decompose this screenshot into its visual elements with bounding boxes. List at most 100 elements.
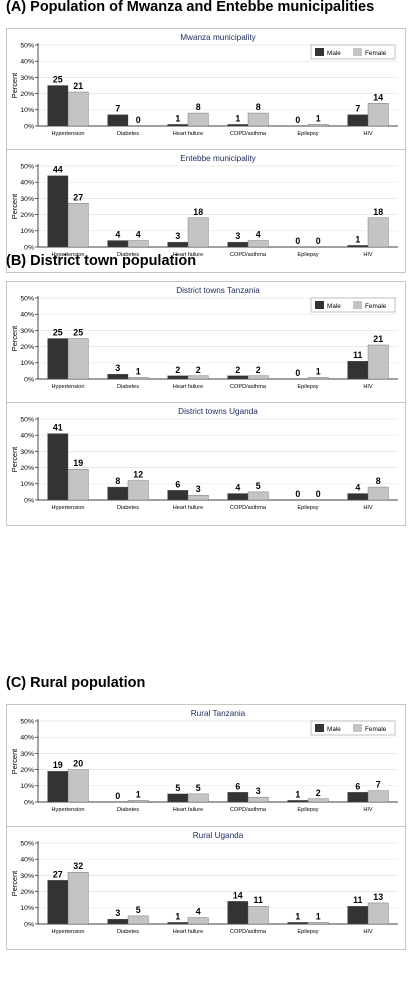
chart-district-uganda-panel: District towns Uganda 0% 10% 20% 30% 40% 50% Pe…: [6, 402, 406, 526]
data-label: 25: [53, 328, 63, 338]
bar-male-hiv: [347, 906, 369, 925]
bar-female-copd-asthma: [247, 112, 269, 127]
bar-male-copd-asthma: [227, 375, 249, 380]
chart-rural-tanzania-panel: Rural Tanzania 0% 10% 20% 30% 40% 50% Percent 19…: [6, 704, 406, 828]
chart-title: Entebbe municipality: [180, 154, 256, 163]
data-label: 3: [115, 363, 120, 373]
chart-title: Mwanza municipality: [180, 33, 256, 42]
chart-rural-uganda: Rural Uganda 0% 10% 20% 30% 40% 50% Percent 27 32…: [6, 826, 406, 950]
y-tick-label: 0%: [24, 123, 34, 130]
x-tick-label: Epilepsy: [297, 807, 318, 813]
data-label: 25: [73, 328, 83, 338]
data-label: 12: [133, 470, 143, 480]
data-label: 14: [373, 92, 383, 102]
bar-female-hypertension: [67, 769, 89, 803]
bar-male-heart-failure: [167, 241, 189, 248]
bar-male-heart-failure: [167, 375, 189, 380]
y-tick-label: 50%: [20, 163, 34, 170]
data-label: 3: [196, 484, 201, 494]
data-label: 1: [316, 911, 321, 921]
bar-male-hypertension: [47, 175, 69, 248]
data-label: 6: [355, 781, 360, 791]
data-label: 32: [73, 861, 83, 871]
bar-female-copd-asthma: [247, 375, 269, 380]
y-tick-label: 0%: [24, 799, 34, 806]
legend-swatch-male: [315, 48, 324, 56]
bar-male-hiv: [347, 245, 369, 248]
data-label: 2: [175, 365, 180, 375]
bar-male-hypertension: [47, 880, 69, 925]
y-tick-label: 50%: [20, 840, 34, 847]
data-label: 11: [353, 350, 362, 360]
data-label: 11: [254, 895, 263, 905]
data-label: 1: [136, 366, 141, 376]
y-tick-label: 30%: [20, 196, 34, 203]
data-label: 1: [235, 113, 240, 123]
x-tick-label: Heart failure: [173, 131, 203, 137]
bar-female-hiv: [367, 344, 389, 380]
y-tick-label: 40%: [20, 735, 34, 742]
y-tick-label: 10%: [20, 228, 34, 235]
x-tick-label: COPD/asthma: [230, 131, 267, 137]
data-label: 20: [73, 759, 83, 769]
x-tick-label: Diabetes: [117, 807, 139, 813]
y-tick-label: 0%: [24, 376, 34, 383]
bar-male-epilepsy: [287, 922, 309, 925]
section-title-b: (B) District town population: [6, 253, 197, 269]
x-tick-label: Diabetes: [117, 131, 139, 137]
legend-swatch-male: [315, 301, 324, 309]
x-tick-label: COPD/asthma: [230, 252, 267, 258]
x-tick-label: HIV: [363, 505, 373, 511]
bar-female-diabetes: [127, 800, 149, 803]
y-tick-label: 20%: [20, 344, 34, 351]
chart-entebbe-panel: Entebbe municipality 0% 10% 20% 30% 40% 50% Per…: [6, 149, 406, 273]
chart-district-tanzania: District towns Tanzania 0% 10% 20% 30% 40% 50%…: [6, 281, 406, 405]
y-tick-label: 30%: [20, 449, 34, 456]
data-label: 0: [316, 489, 321, 499]
bar-male-diabetes: [107, 373, 129, 380]
bar-female-heart-failure: [187, 793, 209, 803]
chart-entebbe: Entebbe municipality 0% 10% 20% 30% 40% 50% Per…: [6, 149, 406, 273]
data-label: 6: [175, 479, 180, 489]
bar-female-epilepsy: [307, 922, 329, 925]
y-tick-label: 20%: [20, 465, 34, 472]
bar-male-copd-asthma: [227, 792, 249, 803]
y-tick-label: 40%: [20, 433, 34, 440]
x-tick-label: Heart failure: [173, 505, 203, 511]
bar-female-hiv: [367, 902, 389, 925]
x-tick-label: Hypertension: [52, 807, 85, 813]
y-tick-label: 40%: [20, 59, 34, 66]
legend-label-male: Male: [327, 726, 341, 733]
data-label: 3: [175, 231, 180, 241]
data-label: 1: [136, 789, 141, 799]
bar-female-copd-asthma: [247, 796, 269, 803]
bar-female-epilepsy: [307, 377, 329, 380]
bar-female-copd-asthma: [247, 240, 269, 248]
chart-mwanza: Mwanza municipality 0% 10% 20% 30% 40% 50% Perc…: [6, 28, 406, 152]
x-tick-label: COPD/asthma: [230, 929, 267, 935]
chart-district-uganda: District towns Uganda 0% 10% 20% 30% 40% 50% Pe…: [6, 402, 406, 526]
data-label: 6: [235, 781, 240, 791]
data-label: 3: [235, 231, 240, 241]
chart-rural-uganda-panel: Rural Uganda 0% 10% 20% 30% 40% 50% Percent 27 32…: [6, 826, 406, 950]
data-label: 4: [196, 907, 201, 917]
bar-male-epilepsy: [287, 800, 309, 803]
data-label: 2: [196, 365, 201, 375]
bar-male-hiv: [347, 114, 369, 127]
bar-female-hiv: [367, 790, 389, 803]
bar-female-copd-asthma: [247, 906, 269, 925]
bar-female-epilepsy: [307, 798, 329, 803]
x-tick-label: Diabetes: [117, 929, 139, 935]
y-tick-label: 50%: [20, 718, 34, 725]
section-title-a: (A) Population of Mwanza and Entebbe mun…: [6, 0, 375, 15]
x-tick-label: Heart failure: [173, 929, 203, 935]
bar-female-hiv: [367, 217, 389, 248]
bar-male-hypertension: [47, 433, 69, 501]
bar-female-diabetes: [127, 915, 149, 925]
x-tick-label: HIV: [363, 252, 373, 258]
bar-male-heart-failure: [167, 490, 189, 501]
bar-female-diabetes: [127, 480, 149, 501]
y-tick-label: 50%: [20, 416, 34, 423]
data-label: 2: [235, 365, 240, 375]
bar-female-hypertension: [67, 203, 89, 248]
